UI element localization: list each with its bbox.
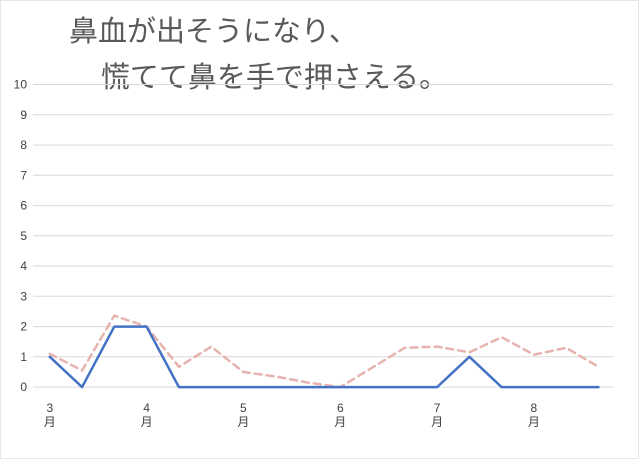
svg-text:10: 10 bbox=[14, 78, 28, 92]
svg-text:4: 4 bbox=[20, 259, 27, 273]
svg-text:3: 3 bbox=[20, 289, 27, 303]
svg-text:2: 2 bbox=[20, 320, 27, 334]
svg-text:月: 月 bbox=[334, 415, 346, 429]
svg-text:6: 6 bbox=[20, 199, 27, 213]
svg-text:0: 0 bbox=[20, 380, 27, 394]
svg-text:月: 月 bbox=[141, 415, 153, 429]
svg-text:5: 5 bbox=[20, 229, 27, 243]
svg-text:5: 5 bbox=[240, 401, 247, 415]
svg-text:月: 月 bbox=[431, 415, 443, 429]
svg-text:3: 3 bbox=[46, 401, 53, 415]
svg-text:6: 6 bbox=[337, 401, 344, 415]
svg-text:月: 月 bbox=[528, 415, 540, 429]
svg-text:9: 9 bbox=[20, 108, 27, 122]
svg-text:7: 7 bbox=[20, 168, 27, 182]
svg-text:1: 1 bbox=[20, 350, 27, 364]
svg-text:8: 8 bbox=[20, 138, 27, 152]
svg-text:月: 月 bbox=[237, 415, 249, 429]
svg-text:4: 4 bbox=[143, 401, 150, 415]
svg-text:7: 7 bbox=[434, 401, 441, 415]
svg-text:8: 8 bbox=[531, 401, 538, 415]
svg-text:月: 月 bbox=[44, 415, 56, 429]
